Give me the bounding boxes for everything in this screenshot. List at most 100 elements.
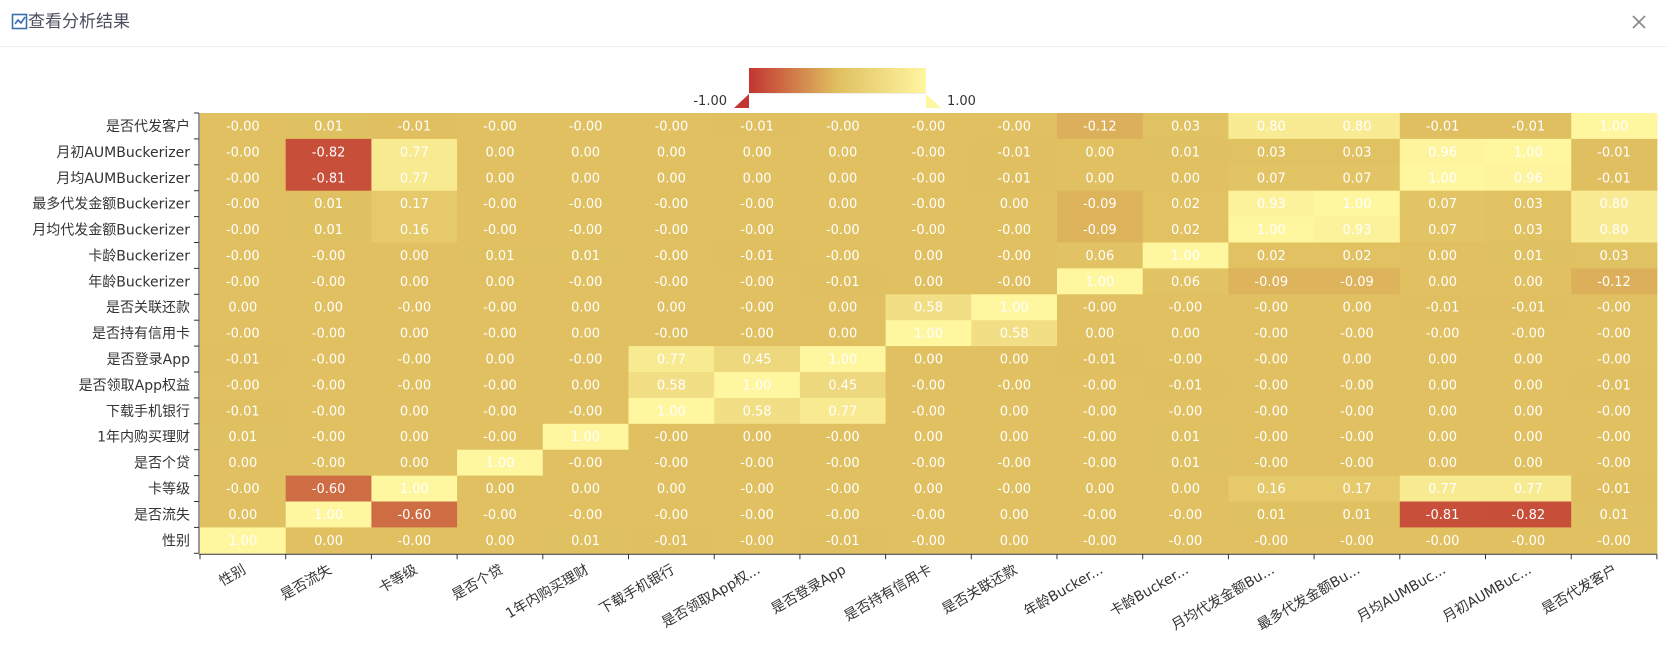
heatmap-cell[interactable] [1485, 164, 1572, 192]
heatmap-cell[interactable] [799, 268, 887, 295]
heatmap-cell[interactable] [714, 294, 801, 321]
heatmap-cell[interactable] [371, 320, 458, 347]
heatmap-cell[interactable] [1314, 372, 1401, 399]
heatmap-cell[interactable] [542, 138, 629, 166]
heatmap-cell[interactable] [457, 190, 544, 218]
heatmap-cell[interactable] [628, 138, 715, 166]
heatmap-cell[interactable] [542, 372, 629, 399]
heatmap-cell[interactable] [885, 501, 972, 528]
heatmap-cell[interactable] [285, 397, 372, 425]
heatmap-cell[interactable] [457, 294, 544, 321]
heatmap-cell[interactable] [714, 113, 801, 140]
heatmap-cell[interactable] [457, 216, 544, 243]
heatmap-cell[interactable] [1485, 320, 1572, 347]
heatmap-cell[interactable] [371, 346, 458, 373]
heatmap-cell[interactable] [1057, 346, 1144, 373]
heatmap-cell[interactable] [1399, 190, 1486, 218]
heatmap-cell[interactable] [1142, 242, 1229, 269]
heatmap-cell[interactable] [1399, 346, 1486, 373]
heatmap-cell[interactable] [542, 320, 629, 347]
heatmap-cell[interactable] [628, 423, 715, 451]
heatmap-cell[interactable] [971, 242, 1058, 269]
heatmap-cell[interactable] [1399, 397, 1486, 425]
heatmap-cell[interactable] [371, 423, 458, 451]
heatmap-cell[interactable] [1228, 294, 1315, 321]
heatmap-cell[interactable] [1314, 346, 1401, 373]
heatmap-cell[interactable] [1485, 190, 1572, 218]
heatmap-cell[interactable] [457, 320, 544, 347]
heatmap-cell[interactable] [1399, 242, 1486, 269]
heatmap-cell[interactable] [885, 397, 972, 425]
heatmap-cell[interactable] [799, 501, 887, 528]
heatmap-cell[interactable] [1228, 423, 1315, 451]
heatmap-cell[interactable] [971, 190, 1058, 218]
heatmap-cell[interactable] [799, 423, 887, 451]
heatmap-cell[interactable] [1314, 268, 1401, 295]
heatmap-cell[interactable] [885, 346, 972, 373]
heatmap-cell[interactable] [457, 113, 544, 140]
heatmap-cell[interactable] [1228, 138, 1315, 166]
heatmap-cell[interactable] [628, 164, 715, 192]
heatmap-cell[interactable] [200, 216, 287, 243]
heatmap-cell[interactable] [1228, 449, 1315, 477]
heatmap-cell[interactable] [1057, 164, 1144, 192]
heatmap-cell[interactable] [885, 216, 972, 243]
heatmap-cell[interactable] [1142, 501, 1229, 528]
heatmap-cell[interactable] [457, 164, 544, 192]
heatmap-cell[interactable] [371, 242, 458, 269]
heatmap-cell[interactable] [971, 164, 1058, 192]
heatmap-cell[interactable] [1057, 320, 1144, 347]
heatmap-cell[interactable] [799, 190, 887, 218]
heatmap-cell[interactable] [885, 138, 972, 166]
heatmap-cell[interactable] [457, 397, 544, 425]
heatmap-cell[interactable] [1314, 216, 1401, 243]
heatmap-cell[interactable] [1485, 475, 1572, 502]
heatmap-cell[interactable] [1485, 113, 1572, 140]
heatmap-cell[interactable] [285, 242, 372, 269]
heatmap-cell[interactable] [542, 190, 629, 218]
heatmap-cell[interactable] [885, 268, 972, 295]
heatmap-cell[interactable] [799, 294, 887, 321]
heatmap-cell[interactable] [1314, 449, 1401, 477]
heatmap-cell[interactable] [1142, 475, 1229, 502]
heatmap-cell[interactable] [1399, 268, 1486, 295]
heatmap-cell[interactable] [542, 397, 629, 425]
heatmap-cell[interactable] [714, 501, 801, 528]
heatmap-cell[interactable] [1314, 294, 1401, 321]
heatmap-cell[interactable] [1571, 346, 1658, 373]
heatmap-cell[interactable] [542, 501, 629, 528]
heatmap-cell[interactable] [200, 242, 287, 269]
heatmap-cell[interactable] [714, 372, 801, 399]
heatmap-cell[interactable] [628, 113, 715, 140]
heatmap-cell[interactable] [1228, 216, 1315, 243]
heatmap-cell[interactable] [1057, 294, 1144, 321]
heatmap-cell[interactable] [1057, 423, 1144, 451]
heatmap-cell[interactable] [628, 216, 715, 243]
heatmap-cell[interactable] [1485, 346, 1572, 373]
heatmap-cell[interactable] [1142, 320, 1229, 347]
heatmap-cell[interactable] [457, 527, 544, 554]
heatmap-cell[interactable] [1571, 190, 1658, 218]
heatmap-cell[interactable] [885, 475, 972, 502]
heatmap-cell[interactable] [1485, 449, 1572, 477]
heatmap-cell[interactable] [371, 113, 458, 140]
heatmap-cell[interactable] [885, 113, 972, 140]
heatmap-cell[interactable] [1485, 501, 1572, 528]
heatmap-cell[interactable] [371, 294, 458, 321]
heatmap-cell[interactable] [200, 346, 287, 373]
heatmap-cell[interactable] [1571, 294, 1658, 321]
heatmap-cell[interactable] [628, 397, 715, 425]
heatmap-cell[interactable] [1228, 372, 1315, 399]
heatmap-cell[interactable] [371, 475, 458, 502]
heatmap-cell[interactable] [200, 113, 287, 140]
heatmap-cell[interactable] [285, 216, 372, 243]
heatmap-cell[interactable] [542, 113, 629, 140]
heatmap-cell[interactable] [1142, 216, 1229, 243]
heatmap-cell[interactable] [285, 449, 372, 477]
heatmap-cell[interactable] [285, 164, 372, 192]
heatmap-cell[interactable] [1571, 268, 1658, 295]
heatmap-cell[interactable] [1142, 346, 1229, 373]
heatmap-cell[interactable] [457, 372, 544, 399]
heatmap-cell[interactable] [628, 242, 715, 269]
heatmap-cell[interactable] [1228, 320, 1315, 347]
